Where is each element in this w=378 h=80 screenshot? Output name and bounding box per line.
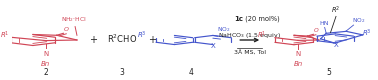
Text: O: O (64, 27, 68, 32)
Text: R$^2$: R$^2$ (331, 4, 340, 16)
Text: +: + (149, 35, 156, 45)
Text: N: N (295, 51, 301, 57)
Text: +: + (89, 35, 97, 45)
Text: Bn: Bn (293, 61, 303, 67)
Text: NO$_2$: NO$_2$ (352, 16, 366, 25)
Text: X: X (211, 43, 215, 49)
Text: HN: HN (319, 21, 329, 26)
Text: NH$_2$$\cdot$HCl: NH$_2$$\cdot$HCl (60, 15, 86, 24)
Text: R$^3$: R$^3$ (362, 28, 372, 39)
Text: R$^1$: R$^1$ (257, 30, 266, 41)
Text: 3: 3 (120, 68, 125, 77)
Text: NaHCO$_3$ (1.5 equiv): NaHCO$_3$ (1.5 equiv) (218, 31, 281, 40)
Text: O: O (314, 28, 319, 33)
Text: 2: 2 (43, 68, 48, 77)
Text: 1c: 1c (234, 16, 243, 22)
Text: R$^3$: R$^3$ (137, 30, 147, 41)
Text: (20 mol%): (20 mol%) (243, 16, 280, 22)
Text: R$^1$: R$^1$ (0, 30, 10, 41)
Text: R$^2$CHO: R$^2$CHO (107, 32, 137, 45)
Text: X: X (334, 42, 338, 48)
Text: 5: 5 (326, 68, 331, 77)
Text: N: N (43, 51, 48, 57)
Text: NO$_2$: NO$_2$ (217, 26, 230, 34)
Text: 4: 4 (188, 68, 193, 77)
Text: 3Å MS, Tol: 3Å MS, Tol (234, 50, 266, 55)
Text: Bn: Bn (41, 61, 50, 67)
